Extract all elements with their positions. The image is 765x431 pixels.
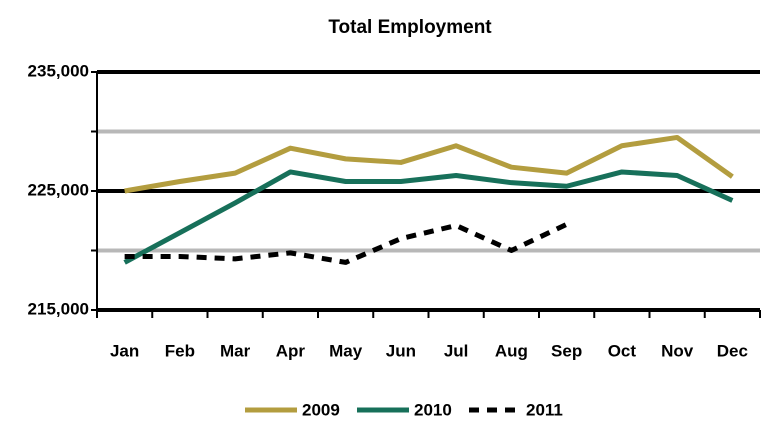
legend-label: 2011 [526,400,563,419]
x-tick-label: Dec [717,341,748,360]
x-tick-label: Sep [551,341,582,360]
x-tick-label: Mar [220,341,251,360]
x-tick-label: Feb [165,341,195,360]
x-tick-label: Apr [276,341,306,360]
x-tick-label: Oct [608,341,637,360]
legend-label: 2010 [414,400,452,419]
x-tick-label: Aug [495,341,528,360]
series-line [123,169,734,265]
x-tick-label: Jun [386,341,416,360]
series-line [124,134,734,194]
x-tick-label: May [329,341,363,360]
x-tick-label: Jan [110,341,139,360]
chart-title: Total Employment [328,17,492,38]
series-line [124,222,568,265]
legend-label: 2009 [302,400,340,419]
y-tick-label: 225,000 [28,180,89,199]
y-tick-label: 215,000 [28,299,89,318]
x-tick-label: Nov [661,341,694,360]
y-tick-label: 235,000 [28,61,89,80]
x-tick-label: Jul [444,341,469,360]
